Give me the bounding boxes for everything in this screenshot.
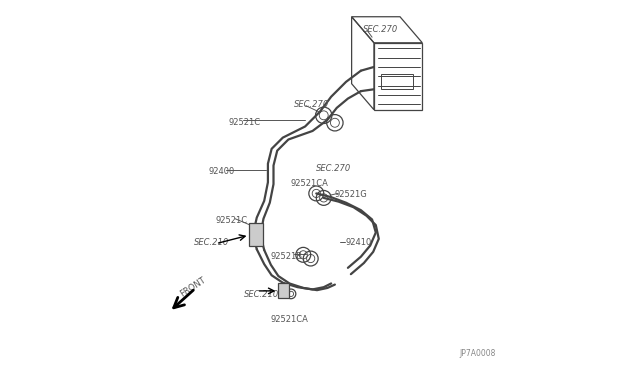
Text: 92521C: 92521C (229, 118, 261, 126)
Text: SEC.270: SEC.270 (316, 164, 351, 173)
Text: 92410: 92410 (346, 238, 372, 247)
Bar (248, 223, 264, 246)
Text: FRONT: FRONT (178, 276, 207, 299)
Text: 92521CA: 92521CA (271, 315, 308, 324)
Text: 92521B: 92521B (271, 252, 303, 261)
Text: SEC.210: SEC.210 (244, 290, 279, 299)
Text: 92521CA: 92521CA (291, 179, 328, 187)
Text: 92400: 92400 (209, 167, 235, 176)
Text: SEC.270: SEC.270 (363, 25, 398, 34)
Text: SEC.210: SEC.210 (195, 238, 230, 247)
Text: 92521G: 92521G (335, 190, 367, 199)
Bar (278, 283, 289, 298)
Text: 92521C: 92521C (215, 216, 247, 225)
Text: JP7A0008: JP7A0008 (460, 349, 496, 358)
Text: SEC.270: SEC.270 (294, 100, 329, 109)
